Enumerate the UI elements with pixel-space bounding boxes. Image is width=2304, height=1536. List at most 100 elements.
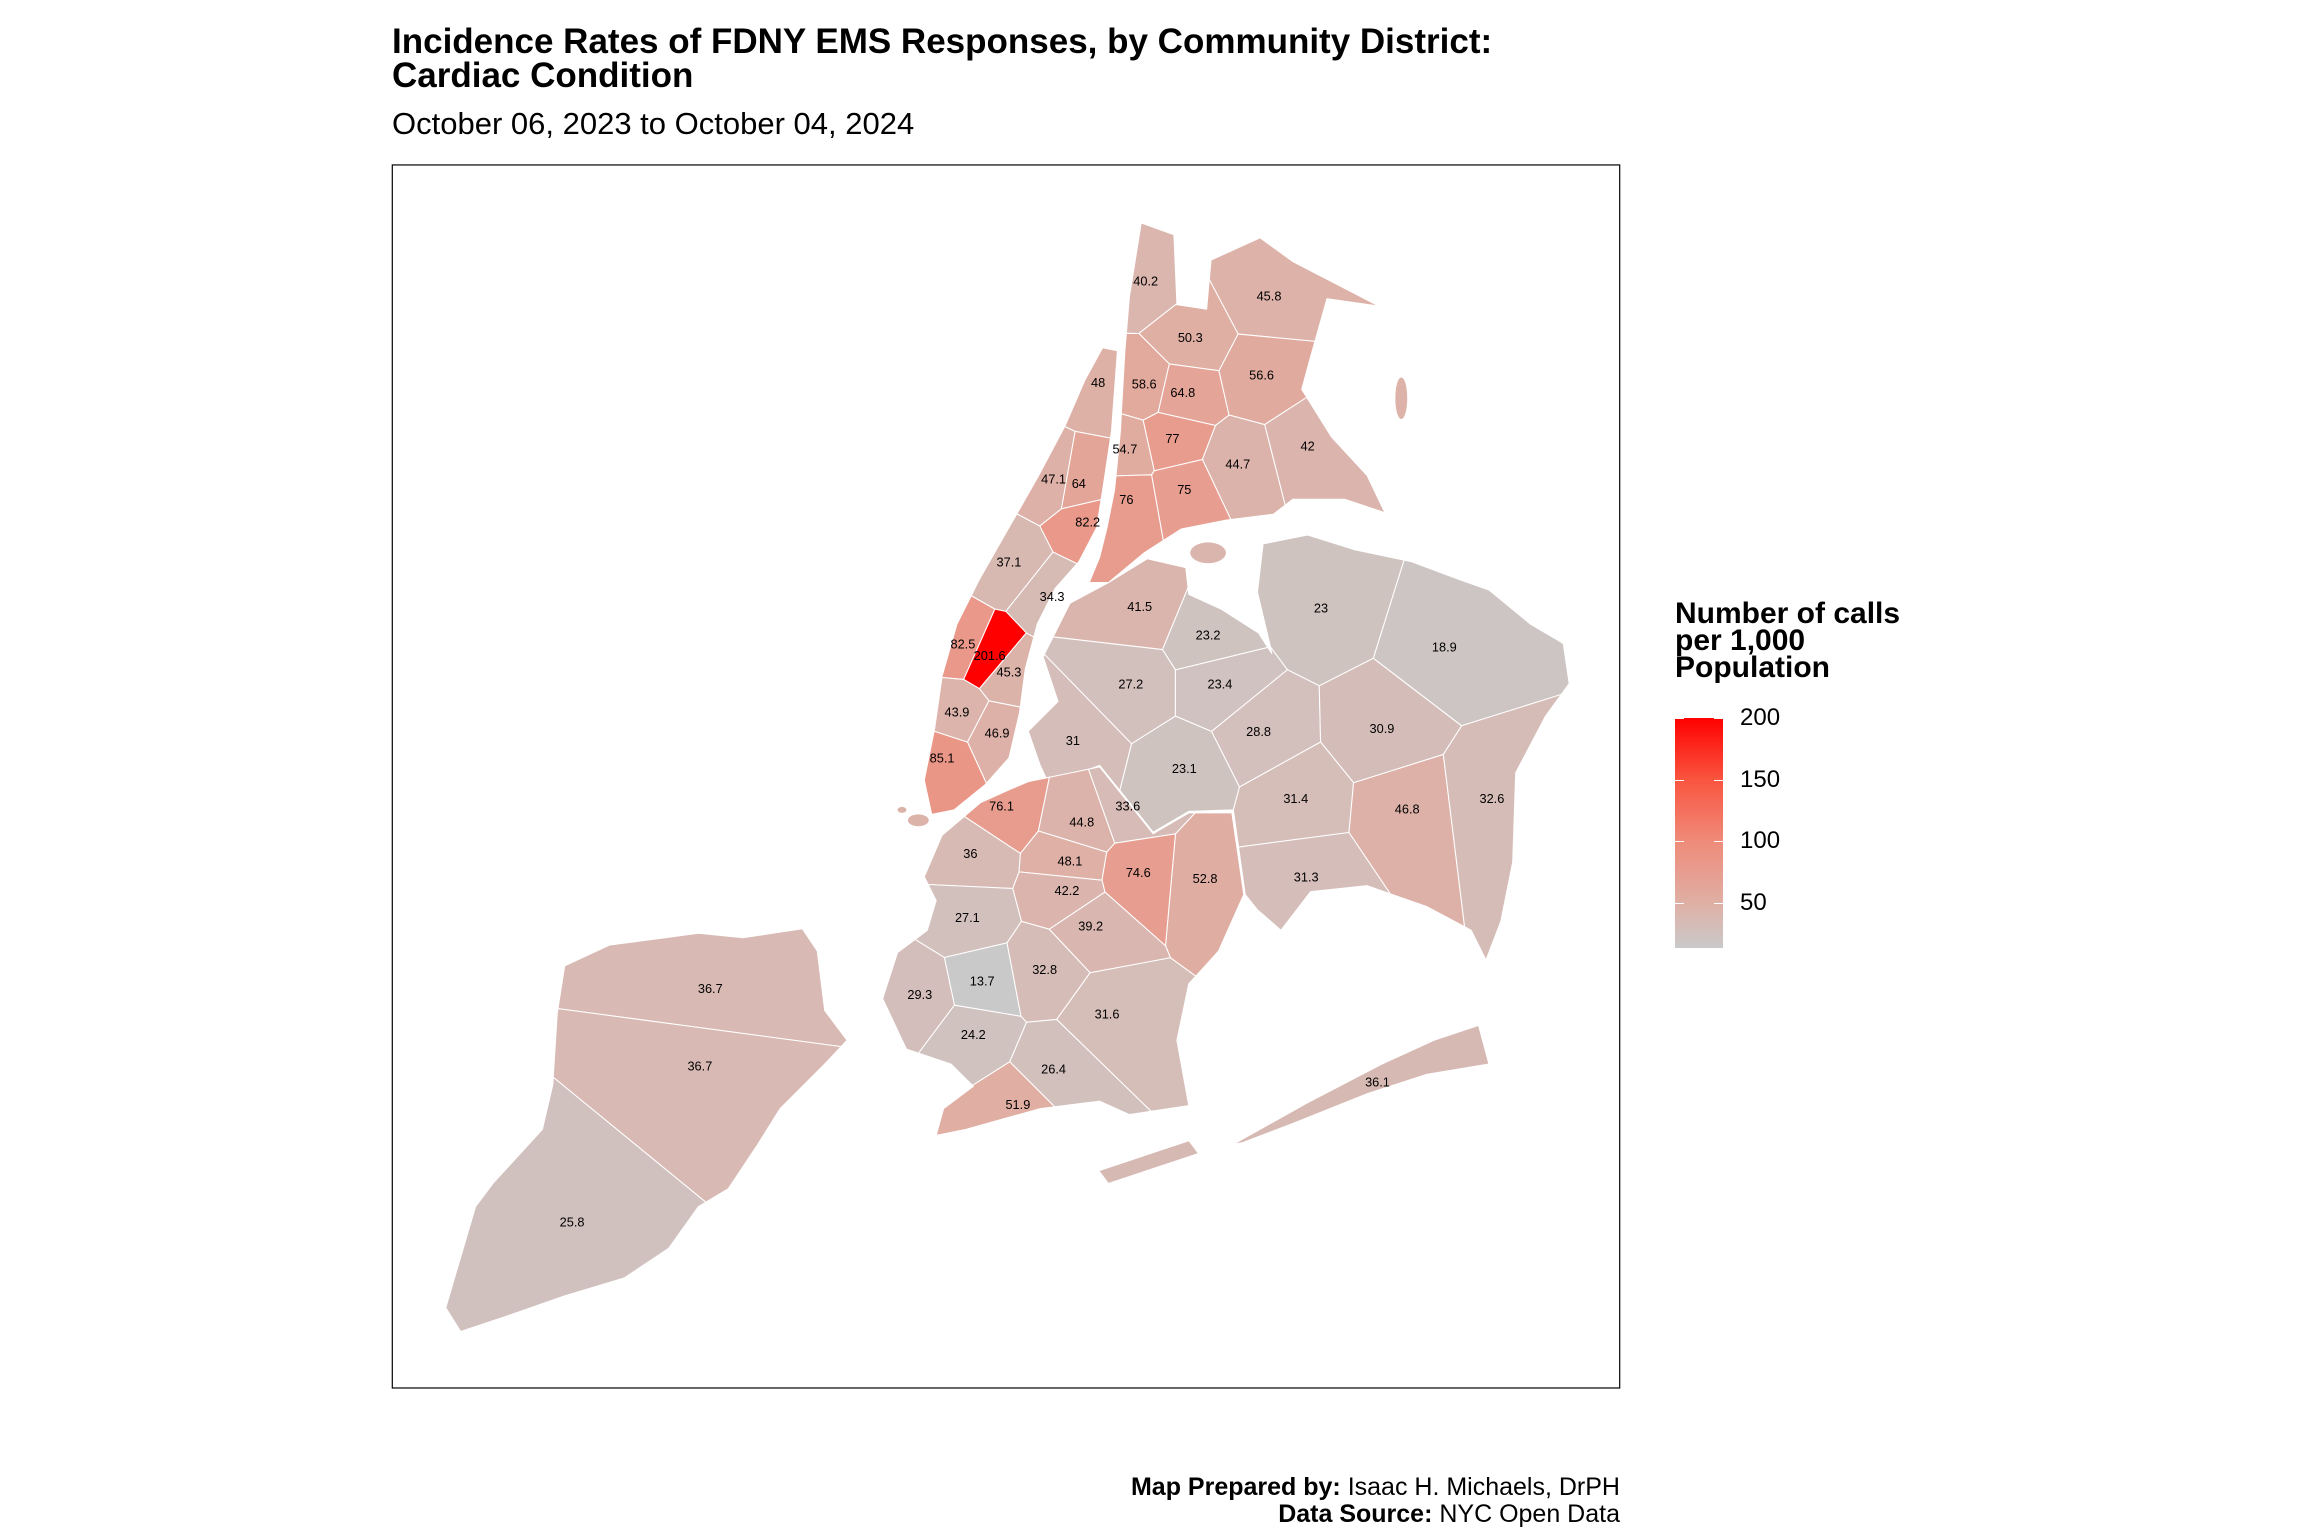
district-value-label: 85.1 (930, 751, 955, 766)
data-source-value: NYC Open Data (1432, 1500, 1620, 1528)
district-value-label: 75 (1177, 482, 1191, 497)
legend-tick-mark (1675, 779, 1684, 781)
district-value-label: 82.2 (1075, 514, 1100, 529)
district-value-label: 27.1 (955, 910, 980, 925)
legend-tick-mark (1714, 841, 1723, 843)
district-value-label: 29.3 (907, 987, 932, 1002)
legend-title-line: Number of calls (1675, 597, 1901, 630)
district-value-label: 51.9 (1005, 1097, 1030, 1112)
district-value-label: 30.9 (1370, 721, 1395, 736)
legend-tick-label: 200 (1740, 704, 1781, 731)
legend-title-line: per 1,000 (1675, 624, 1806, 657)
legend-tick-mark (1675, 841, 1684, 843)
district-value-label: 36.7 (698, 981, 723, 996)
district-value-label: 42 (1301, 439, 1315, 454)
island-shape (1190, 542, 1226, 564)
district-value-label: 44.8 (1069, 815, 1094, 830)
district-value-label: 201.6 (974, 648, 1006, 663)
legend-tick-label: 50 (1740, 889, 1767, 917)
legend-tick-mark (1675, 903, 1684, 905)
legend-tick-mark (1714, 718, 1723, 719)
district-shape (1237, 831, 1392, 932)
map-panel-frame (391, 164, 1621, 1389)
legend-tick-label: 100 (1740, 827, 1781, 855)
data-source: Data Source: NYC Open Data (1131, 1501, 1620, 1528)
district-value-label: 48 (1091, 375, 1105, 390)
district-shape (445, 1076, 707, 1333)
district-value-label: 39.2 (1078, 919, 1103, 934)
district-value-label: 25.8 (560, 1214, 585, 1229)
district-value-label: 36 (963, 846, 977, 861)
district-shape (1165, 812, 1245, 977)
district-shape (1442, 693, 1563, 962)
district-value-label: 24.2 (961, 1027, 986, 1042)
district-value-label: 13.7 (970, 974, 995, 989)
district-value-label: 23.1 (1172, 761, 1197, 776)
district-value-label: 31.3 (1294, 870, 1319, 885)
prepared-by: Map Prepared by: Isaac H. Michaels, DrPH (1131, 1474, 1620, 1501)
district-value-label: 26.4 (1041, 1061, 1066, 1076)
data-source-label: Data Source: (1278, 1500, 1433, 1528)
district-shape (1151, 458, 1232, 542)
district-shape (1088, 474, 1164, 584)
chart-title: Incidence Rates of FDNY EMS Responses, b… (392, 22, 1493, 61)
district-value-label: 64 (1072, 476, 1086, 491)
district-value-label: 37.1 (997, 555, 1022, 570)
district-value-label: 23.4 (1208, 676, 1233, 691)
district-value-label: 43.9 (945, 705, 970, 720)
district-value-label: 54.7 (1112, 442, 1137, 457)
district-value-label: 76.1 (989, 798, 1014, 813)
map-credits: Map Prepared by: Isaac H. Michaels, DrPH… (1131, 1474, 1620, 1528)
district-value-label: 36.1 (1365, 1075, 1390, 1090)
district-value-label: 31.6 (1095, 1006, 1120, 1021)
district-shape (1233, 1024, 1490, 1145)
district-value-label: 34.3 (1040, 589, 1065, 604)
district-value-label: 44.7 (1225, 457, 1250, 472)
district-value-label: 40.2 (1133, 274, 1158, 289)
district-shape (1027, 653, 1133, 792)
district-shape (923, 730, 988, 815)
district-shape (1264, 396, 1386, 514)
district-value-label: 48.1 (1057, 853, 1082, 868)
prepared-by-value: Isaac H. Michaels, DrPH (1340, 1473, 1620, 1501)
district-value-label: 76 (1119, 492, 1133, 507)
district-value-label: 32.6 (1479, 791, 1504, 806)
district-value-label: 50.3 (1178, 330, 1203, 345)
district-shape (1201, 414, 1286, 521)
island-shape (897, 806, 907, 813)
district-value-label: 41.5 (1127, 599, 1152, 614)
district-value-label: 42.2 (1054, 883, 1079, 898)
district-value-label: 74.6 (1126, 865, 1151, 880)
district-shape (552, 1008, 843, 1203)
district-shape (1063, 347, 1119, 439)
breezy-point-shape (1099, 1141, 1198, 1183)
district-value-label: 31 (1066, 733, 1080, 748)
legend-title: Number of calls per 1,000 Population (1675, 597, 1901, 683)
island-shape (907, 814, 929, 827)
district-value-label: 28.8 (1246, 724, 1271, 739)
district-shape (882, 938, 955, 1054)
legend-colorbar (1675, 718, 1723, 948)
chart-title-line2: Cardiac Condition (392, 56, 694, 95)
district-value-label: 47.1 (1041, 471, 1066, 486)
district-shape (935, 1061, 1056, 1137)
legend-tick-mark (1714, 779, 1723, 781)
district-value-label: 27.2 (1118, 676, 1143, 691)
district-value-label: 52.8 (1193, 871, 1218, 886)
district-value-label: 36.7 (687, 1058, 712, 1073)
district-value-label: 46.9 (985, 725, 1010, 740)
island-shape (1395, 377, 1408, 420)
district-value-label: 45.8 (1257, 289, 1282, 304)
district-shape (1208, 237, 1380, 342)
district-value-label: 46.8 (1395, 801, 1420, 816)
legend-tick-label: 150 (1740, 765, 1781, 793)
legend-tick-mark (1675, 718, 1684, 719)
district-value-label: 64.8 (1170, 385, 1195, 400)
district-value-label: 23.2 (1196, 627, 1221, 642)
legend-tick-mark (1714, 903, 1723, 905)
chart-subtitle: October 06, 2023 to October 04, 2024 (392, 106, 915, 141)
district-value-label: 58.6 (1132, 376, 1157, 391)
district-value-label: 23 (1314, 601, 1328, 616)
district-value-label: 33.6 (1115, 798, 1140, 813)
